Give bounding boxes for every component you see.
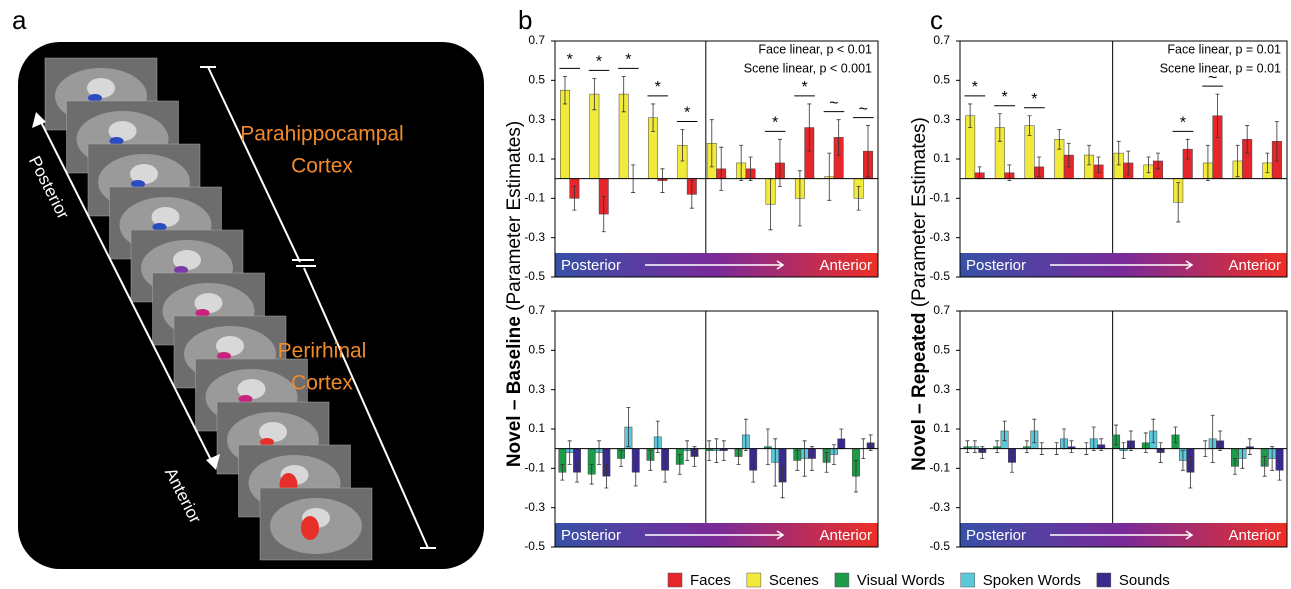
y-tick-label: -0.1 (524, 191, 545, 205)
significance-marker: ~ (829, 95, 838, 112)
y-axis-label: Novel – Repeated (Parameter Estimates) (909, 117, 930, 471)
y-tick-label: 0.3 (933, 112, 950, 126)
y-tick-label: -0.5 (929, 269, 950, 283)
gradient-label: Anterior (1228, 257, 1281, 274)
legend-swatch (961, 573, 975, 587)
y-tick-label: -0.3 (524, 230, 545, 244)
gradient-label: Anterior (1228, 527, 1281, 544)
significance-marker: * (1180, 115, 1186, 132)
y-tick-label: -0.5 (929, 539, 950, 553)
plot-frame (960, 311, 1287, 547)
y-tick-label: 0.5 (528, 343, 545, 357)
y-axis-label: Novel – Baseline (Parameter Estimates) (504, 121, 525, 467)
region-label: Cortex (291, 372, 353, 395)
legend-label: Faces (690, 572, 731, 589)
y-tick-label: 0.1 (933, 421, 950, 435)
significance-marker: * (801, 79, 807, 96)
y-tick-label: 0.1 (528, 151, 545, 165)
legend-swatch (1097, 573, 1111, 587)
legend-swatch (835, 573, 849, 587)
y-tick-label: 0.7 (528, 303, 545, 317)
roi (301, 516, 319, 540)
y-tick-label: 0.7 (528, 33, 545, 47)
significance-marker: * (655, 79, 661, 96)
y-axis-label-note: (Parameter Estimates) (504, 121, 525, 311)
y-tick-label: -0.1 (929, 191, 950, 205)
panel-letter: a (12, 5, 27, 35)
y-tick-label: 0.5 (528, 73, 545, 87)
gradient-label: Posterior (561, 527, 621, 544)
gradient-label: Posterior (966, 527, 1026, 544)
annotation: Scene linear, p = 0.01 (1160, 61, 1281, 75)
significance-marker: * (596, 54, 602, 71)
y-tick-label: -0.3 (929, 500, 950, 514)
annotation: Face linear, p < 0.01 (758, 42, 872, 56)
legend-label: Spoken Words (983, 572, 1081, 589)
y-tick-label: 0.5 (933, 73, 950, 87)
significance-marker: * (567, 52, 573, 69)
chart: -0.5 -0.3 -0.1 0.1 0.3 0.5 0.7 Posterior Anterio… (524, 303, 878, 553)
y-tick-label: -0.3 (524, 500, 545, 514)
significance-marker: * (972, 79, 978, 96)
region-label: Cortex (291, 155, 353, 178)
plot-frame (555, 311, 878, 547)
region-label: Perirhinal (278, 340, 367, 363)
y-tick-label: 0.1 (528, 421, 545, 435)
y-tick-label: 0.7 (933, 303, 950, 317)
legend-label: Visual Words (857, 572, 945, 589)
annotation: Face linear, p = 0.01 (1167, 42, 1281, 56)
chart: -0.5 -0.3 -0.1 0.1 0.3 0.5 0.7 * * * * * * * ~ ~ Face li… (504, 33, 878, 467)
y-tick-label: -0.5 (524, 269, 545, 283)
gradient-label: Posterior (966, 257, 1026, 274)
y-axis-label-note: (Parameter Estimates) (909, 117, 930, 307)
y-tick-label: 0.3 (933, 382, 950, 396)
legend-swatch (668, 573, 682, 587)
figure: a b c Posterior Anterior Parahippocampal Co… (0, 0, 1291, 589)
significance-marker: * (772, 115, 778, 132)
significance-marker: * (1031, 91, 1037, 108)
annotation: Scene linear, p < 0.001 (744, 61, 872, 75)
region-label: Parahippocampal (240, 123, 403, 146)
y-tick-label: -0.5 (524, 539, 545, 553)
y-axis-label-main: Novel – Baseline (504, 316, 525, 467)
y-tick-label: 0.7 (933, 33, 950, 47)
gradient-label: Posterior (561, 257, 621, 274)
panel-letter: c (930, 5, 943, 35)
significance-marker: * (625, 52, 631, 69)
significance-marker: ~ (859, 101, 868, 118)
legend-label: Scenes (769, 572, 819, 589)
gradient-label: Anterior (819, 527, 872, 544)
legend-label: Sounds (1119, 572, 1170, 589)
chart: -0.5 -0.3 -0.1 0.1 0.3 0.5 0.7 Posterior Anterio… (929, 303, 1287, 553)
legend-swatch (747, 573, 761, 587)
panel-a: PosteriorAnteriorParahippocampalCortexPe… (18, 42, 484, 569)
y-tick-label: 0.3 (528, 112, 545, 126)
y-axis-label-main: Novel – Repeated (909, 312, 930, 470)
panel-letter: b (518, 5, 532, 35)
y-tick-label: -0.1 (929, 461, 950, 475)
y-tick-label: -0.1 (524, 461, 545, 475)
y-tick-label: 0.3 (528, 382, 545, 396)
chart: -0.5-0.3-0.10.10.30.50.7****~Face linear… (909, 33, 1287, 471)
significance-marker: * (684, 105, 690, 122)
gradient-label: Anterior (819, 257, 872, 274)
y-tick-label: 0.5 (933, 343, 950, 357)
significance-marker: * (1001, 89, 1007, 106)
y-tick-label: -0.3 (929, 230, 950, 244)
y-tick-label: 0.1 (933, 151, 950, 165)
